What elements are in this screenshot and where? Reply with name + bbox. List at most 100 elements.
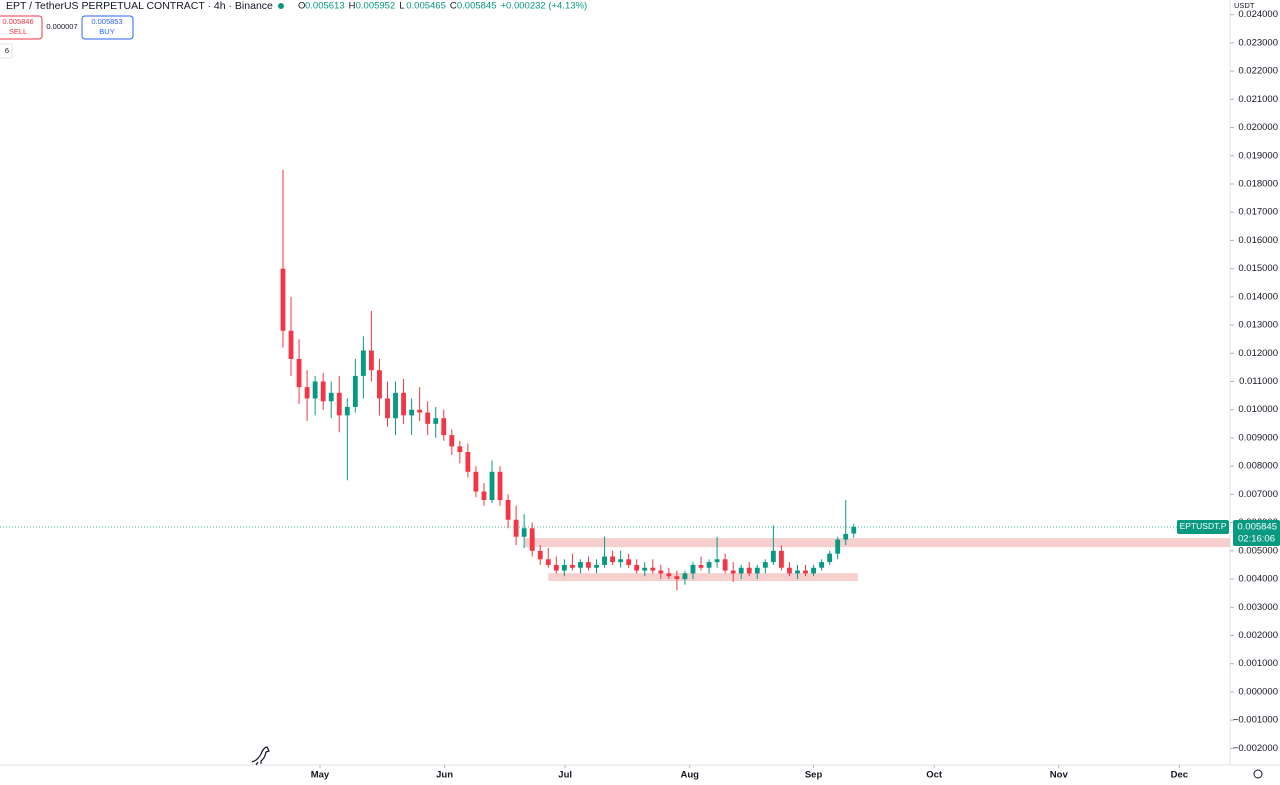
candle-body — [336, 392, 342, 416]
candle-body — [626, 559, 632, 565]
y-tick-label: −0.001000 — [1233, 715, 1278, 726]
candle-body — [473, 471, 479, 492]
y-tick-label: 0.001000 — [1238, 658, 1278, 669]
candle-body — [505, 500, 511, 520]
header: EPT / TetherUS PERPETUAL CONTRACT · 4h ·… — [0, 0, 1255, 59]
y-tick-label: 0.014000 — [1238, 291, 1278, 302]
candle-body — [618, 559, 624, 563]
x-tick-label: Sep — [805, 770, 823, 781]
candle-body — [835, 539, 841, 554]
candle-body — [754, 567, 760, 574]
candle-body — [417, 409, 423, 413]
candle-body — [369, 350, 374, 371]
candle-body — [425, 412, 431, 424]
candle-body — [658, 570, 664, 574]
candle-body — [377, 370, 382, 399]
ohlc-label: C — [450, 1, 457, 12]
y-tick-label: 0.009000 — [1238, 432, 1278, 443]
y-tick-label: 0.000000 — [1238, 686, 1278, 697]
y-tick-label: 0.005000 — [1238, 545, 1278, 556]
candle-body — [819, 562, 825, 568]
candle-body — [553, 564, 559, 571]
y-tick-label: 0.003000 — [1238, 602, 1278, 613]
sell-button[interactable] — [0, 15, 43, 40]
change: +0.000232 (+4.13%) — [501, 1, 588, 12]
y-tick-label: 0.022000 — [1238, 66, 1278, 77]
y-tick-label: 0.008000 — [1238, 461, 1278, 472]
candle-body — [360, 350, 366, 376]
candle-body — [578, 562, 583, 568]
candle-body — [634, 564, 640, 571]
zone — [548, 573, 858, 582]
price-tag — [1233, 519, 1280, 546]
candle-body — [682, 573, 688, 580]
candle-body — [441, 418, 447, 436]
y-tick-label: 0.024000 — [1238, 9, 1278, 20]
symbol-tag — [1177, 519, 1229, 534]
indicator-count: 6 — [5, 46, 9, 55]
candle-body — [594, 564, 599, 568]
spread: 0.000007 — [46, 22, 77, 31]
candle-body — [738, 567, 744, 574]
candle-body — [803, 570, 808, 574]
ohlc-value: 0.005613 — [305, 1, 345, 12]
candle-body — [433, 418, 439, 424]
candle-body — [457, 446, 463, 453]
candle-body — [706, 562, 712, 568]
sell-label: SELL — [9, 27, 27, 36]
y-tick-label: 0.016000 — [1238, 235, 1278, 246]
candle-body — [762, 562, 768, 568]
y-tick-label: 0.021000 — [1238, 94, 1278, 105]
candle-body — [465, 452, 471, 472]
candle-body — [497, 471, 503, 501]
candle-body — [481, 491, 487, 501]
y-tick-label: 0.004000 — [1238, 574, 1278, 585]
ohlc-label: O — [298, 1, 305, 12]
candle-body — [304, 387, 310, 399]
zone — [524, 538, 1230, 548]
candle-body — [344, 406, 350, 416]
buy-button[interactable] — [81, 15, 134, 40]
price-tag-value: 0.005845 — [1237, 521, 1277, 532]
y-tick-label: 0.013000 — [1238, 320, 1278, 331]
settings-icon[interactable] — [1253, 769, 1263, 779]
candle-body — [746, 567, 752, 574]
candle-body — [586, 562, 591, 568]
candle-body — [513, 519, 519, 537]
status-dot — [278, 3, 284, 9]
candle-body — [280, 268, 286, 331]
candle-body — [666, 573, 672, 577]
candle-body — [296, 358, 302, 388]
ohlc-label: H — [349, 1, 356, 12]
buy-label: BUY — [99, 27, 114, 36]
y-tick-label: 0.010000 — [1238, 404, 1278, 415]
x-tick-label: Oct — [926, 770, 943, 781]
candle-body — [714, 559, 720, 563]
candle-body — [393, 392, 398, 419]
candle-body — [843, 533, 849, 540]
y-tick-label: 0.018000 — [1238, 178, 1278, 189]
y-tick-label: 0.011000 — [1239, 376, 1278, 387]
replay-icon[interactable] — [251, 746, 270, 766]
indicator-toggle[interactable] — [0, 43, 13, 59]
x-tick-label: Aug — [681, 770, 700, 781]
candle-body — [521, 528, 527, 537]
price-tag-countdown: 02:16:06 — [1238, 533, 1275, 544]
ohlc-value: 0.005465 — [406, 1, 446, 12]
candle-body — [787, 567, 792, 574]
ohlc-value: 0.005845 — [457, 1, 497, 12]
candle-body — [409, 409, 415, 416]
candle-body — [569, 564, 575, 568]
candle-body — [795, 570, 800, 574]
y-tick-label: 0.015000 — [1238, 263, 1278, 274]
currency[interactable]: USDT — [1234, 1, 1255, 10]
x-tick-label: Jul — [558, 770, 572, 781]
symbol-tag-label: EPTUSDT.P — [1180, 521, 1227, 531]
x-tick-label: Dec — [1171, 770, 1188, 781]
candle-body — [851, 526, 857, 534]
buy-price: 0.005853 — [91, 17, 122, 26]
candle-body — [642, 567, 648, 571]
candle-body — [779, 550, 784, 568]
candle-body — [674, 576, 680, 580]
